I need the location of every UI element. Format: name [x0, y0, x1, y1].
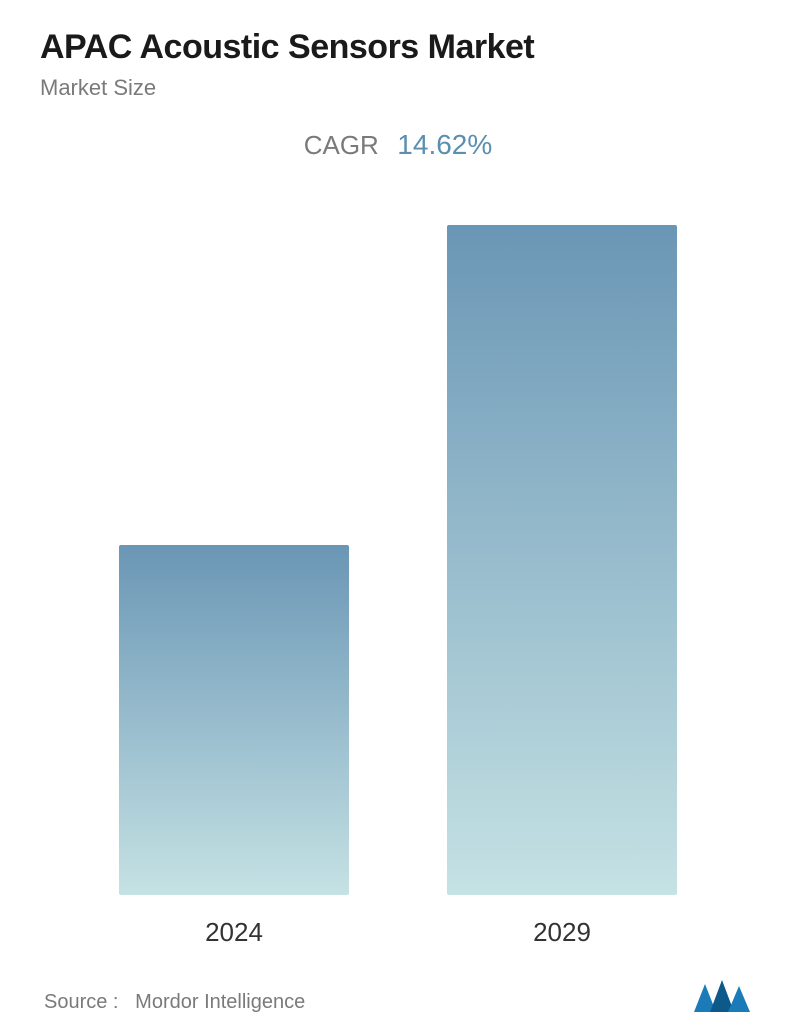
bar-1 — [447, 225, 677, 895]
bar-label-1: 2029 — [533, 917, 591, 948]
source-label: Source : — [44, 991, 118, 1013]
cagr-label: CAGR — [304, 130, 379, 160]
bar-label-0: 2024 — [205, 917, 263, 948]
bar-0 — [119, 545, 349, 895]
source-text: Source : Mordor Intelligence — [44, 991, 305, 1014]
source-name: Mordor Intelligence — [135, 991, 305, 1013]
chart-area: 2024 2029 — [40, 201, 756, 948]
chart-title: APAC Acoustic Sensors Market — [40, 28, 756, 67]
chart-container: APAC Acoustic Sensors Market Market Size… — [0, 0, 796, 1034]
bar-group-0: 2024 — [104, 545, 364, 948]
mordor-logo-icon — [692, 978, 752, 1014]
cagr-value: 14.62% — [397, 129, 492, 160]
bar-group-1: 2029 — [432, 225, 692, 948]
cagr-row: CAGR 14.62% — [40, 129, 756, 161]
chart-subtitle: Market Size — [40, 75, 756, 101]
footer: Source : Mordor Intelligence — [40, 978, 756, 1014]
